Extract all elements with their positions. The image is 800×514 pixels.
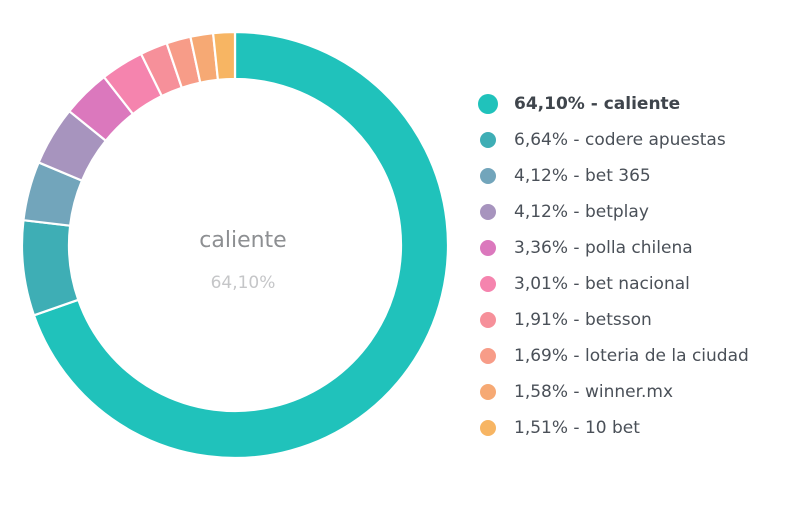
legend-label: caliente — [603, 94, 681, 114]
chart-legend: 64,10% - caliente 6,64% - codere apuestas… — [478, 86, 749, 446]
legend-item[interactable]: 1,69% - loteria de la ciudad — [478, 338, 749, 374]
legend-percent: 3,36% — [514, 238, 569, 258]
legend-percent: 1,58% — [514, 382, 569, 402]
donut-chart: caliente 64,10% — [20, 30, 450, 460]
donut-slice-10-bet[interactable] — [211, 30, 237, 81]
legend-swatch — [478, 94, 498, 114]
legend-label: bet nacional — [584, 274, 690, 294]
legend-label: betplay — [584, 202, 649, 222]
legend-item[interactable]: 1,51% - 10 bet — [478, 410, 749, 446]
center-label-value: 64,10% — [211, 273, 276, 293]
legend-percent: 1,91% — [514, 310, 569, 330]
legend-separator: - — [568, 130, 585, 150]
legend-label: winner.mx — [584, 382, 674, 402]
legend-label: polla chilena — [584, 238, 693, 258]
legend-item[interactable]: 4,12% - betplay — [478, 194, 749, 230]
legend-swatch — [480, 348, 496, 364]
legend-swatch — [480, 168, 496, 184]
legend-separator: - — [568, 346, 585, 366]
donut-slice-caliente[interactable] — [32, 30, 450, 460]
legend-swatch — [480, 132, 496, 148]
legend-label: betsson — [584, 310, 652, 330]
legend-item[interactable]: 6,64% - codere apuestas — [478, 122, 749, 158]
legend-item[interactable]: 3,01% - bet nacional — [478, 266, 749, 302]
legend-item[interactable]: 64,10% - caliente — [478, 86, 749, 122]
legend-swatch — [480, 312, 496, 328]
center-label-name: caliente — [199, 228, 286, 253]
legend-item[interactable]: 1,58% - winner.mx — [478, 374, 749, 410]
legend-swatch — [480, 420, 496, 436]
legend-separator: - — [568, 166, 585, 186]
legend-label: bet 365 — [584, 166, 651, 186]
legend-separator: - — [568, 382, 585, 402]
legend-separator: - — [568, 274, 585, 294]
legend-swatch — [480, 276, 496, 292]
legend-item[interactable]: 1,91% - betsson — [478, 302, 749, 338]
donut-slice-codere-apuestas[interactable] — [20, 219, 80, 317]
legend-item[interactable]: 3,36% - polla chilena — [478, 230, 749, 266]
legend-percent: 3,01% — [514, 274, 569, 294]
legend-label: codere apuestas — [584, 130, 726, 150]
legend-separator: - — [568, 418, 585, 438]
legend-percent: 1,69% — [514, 346, 569, 366]
legend-percent: 4,12% — [514, 202, 569, 222]
legend-percent: 4,12% — [514, 166, 569, 186]
legend-swatch — [480, 204, 496, 220]
donut-slices — [20, 30, 450, 460]
legend-label: 10 bet — [584, 418, 640, 438]
legend-percent: 1,51% — [514, 418, 569, 438]
legend-separator: - — [568, 202, 585, 222]
legend-separator: - — [568, 310, 585, 330]
legend-item[interactable]: 4,12% - bet 365 — [478, 158, 749, 194]
legend-separator: - — [568, 238, 585, 258]
legend-label: loteria de la ciudad — [584, 346, 749, 366]
legend-separator: - — [584, 94, 604, 114]
legend-swatch — [480, 384, 496, 400]
legend-percent: 6,64% — [514, 130, 569, 150]
legend-percent: 64,10% — [514, 94, 585, 114]
legend-swatch — [480, 240, 496, 256]
